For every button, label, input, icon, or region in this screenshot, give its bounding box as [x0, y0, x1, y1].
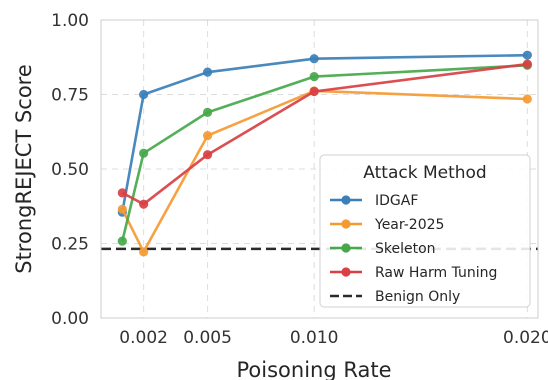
y-tick-label: 0.50 [51, 160, 89, 180]
series-idgaf [117, 50, 532, 217]
legend-box [319, 154, 531, 308]
data-point-skeleton [309, 72, 319, 82]
legend-title: Attack Method [363, 163, 486, 183]
data-point-skeleton [202, 107, 213, 117]
x-tick-label: 0.010 [290, 328, 339, 348]
y-axis-title: StrongREJECT Score [12, 64, 36, 274]
data-point-skeleton [139, 148, 149, 158]
x-axis-title: Poisoning Rate [237, 358, 392, 380]
legend-marker [341, 267, 351, 277]
data-point-idgaf [202, 67, 213, 77]
data-point-year-2025 [522, 94, 532, 104]
data-point-idgaf [309, 54, 319, 64]
legend-label: Year-2025 [374, 217, 444, 233]
legend-entry: Skeleton [330, 241, 436, 257]
data-point-year-2025 [139, 247, 149, 257]
data-point-year-2025 [202, 131, 213, 141]
data-point-raw-harm-tuning [522, 59, 532, 69]
series-layer [117, 50, 532, 257]
data-point-idgaf [522, 50, 532, 60]
data-point-raw-harm-tuning [139, 199, 149, 209]
legend-entries: IDGAF Year-2025 Skeleton Raw Harm Tuning Ben… [330, 193, 497, 305]
plot-frame [100, 19, 539, 319]
data-point-year-2025 [117, 204, 127, 214]
legend-label: Raw Harm Tuning [375, 265, 497, 281]
legend-entry: Benign Only [330, 289, 460, 305]
y-tick-label: 1.00 [51, 11, 89, 31]
y-tick-label: 0.25 [51, 235, 89, 255]
data-point-idgaf [139, 89, 149, 100]
legend-marker [341, 243, 351, 253]
y-axis-ticks: 0.00 0.25 0.50 0.75 1.00 [51, 11, 89, 329]
legend-label: IDGAF [375, 193, 418, 209]
x-axis-ticks: 0.002 0.005 0.010 0.020 [119, 328, 548, 348]
legend-marker [341, 219, 351, 229]
legend-marker [341, 195, 351, 205]
x-tick-label: 0.020 [503, 328, 548, 348]
data-point-raw-harm-tuning [309, 86, 319, 97]
data-point-raw-harm-tuning [117, 188, 127, 198]
series-raw-harm-tuning [117, 59, 532, 209]
x-tick-label: 0.002 [119, 328, 168, 348]
legend-entry: Raw Harm Tuning [330, 265, 497, 281]
y-tick-label: 0.75 [51, 86, 89, 106]
legend-entry: IDGAF [330, 193, 418, 209]
data-point-skeleton [117, 236, 127, 246]
legend-label: Benign Only [375, 289, 460, 305]
legend-entry: Year-2025 [330, 217, 444, 233]
data-point-raw-harm-tuning [202, 150, 213, 160]
x-tick-label: 0.005 [183, 328, 232, 348]
legend: Attack Method IDGAF Year-2025 Skeleton Raw … [319, 154, 531, 308]
y-tick-label: 0.00 [51, 309, 89, 329]
legend-label: Skeleton [375, 241, 436, 257]
